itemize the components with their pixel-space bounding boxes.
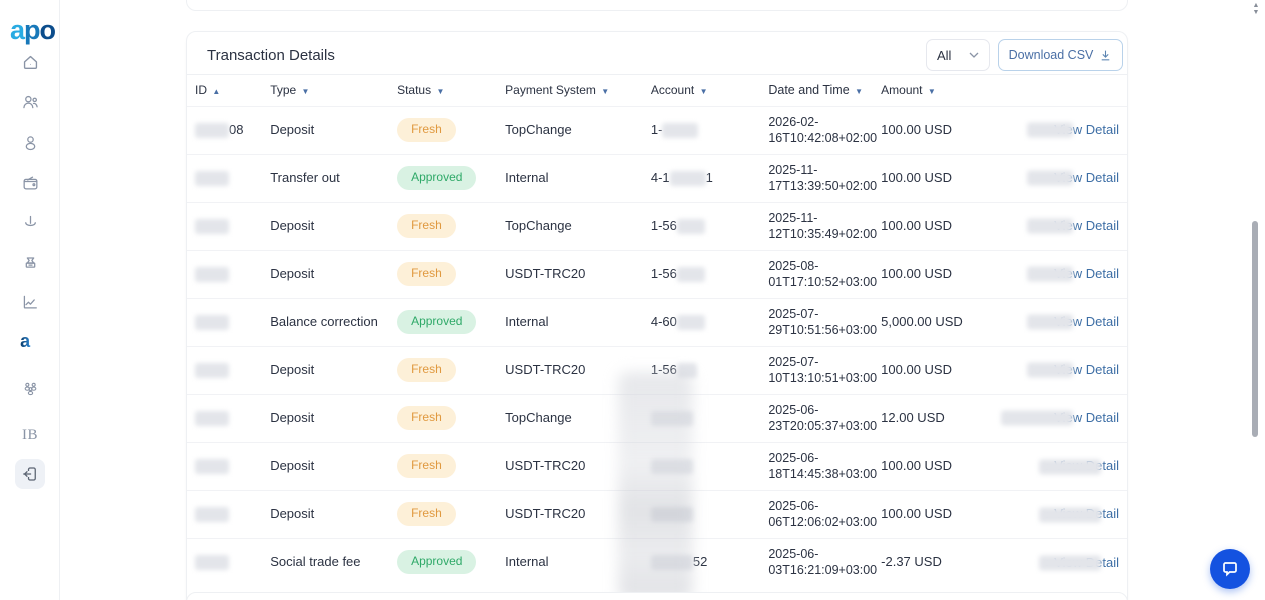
svg-text:a: a xyxy=(20,333,31,351)
